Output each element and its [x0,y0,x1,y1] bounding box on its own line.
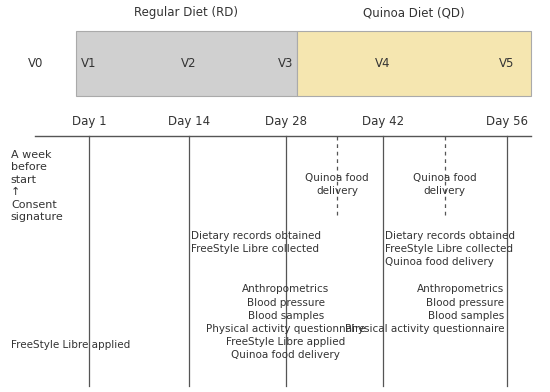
Text: A week
before
start
↑
Consent
signature: A week before start ↑ Consent signature [11,150,64,222]
Text: V5: V5 [499,57,514,70]
Bar [296,31,531,96]
Bar [75,31,296,96]
Text: Day 28: Day 28 [265,115,307,128]
Text: Anthropometrics
Blood pressure
Blood samples
Physical activity questionnaire
Fre: Anthropometrics Blood pressure Blood sam… [206,284,366,360]
Text: V0: V0 [28,57,43,70]
Text: Day 14: Day 14 [168,115,210,128]
Text: FreeStyle Libre applied: FreeStyle Libre applied [11,339,130,350]
Text: V4: V4 [375,57,390,70]
Text: Dietary records obtained
FreeStyle Libre collected: Dietary records obtained FreeStyle Libre… [191,230,321,254]
Text: Dietary records obtained
FreeStyle Libre collected
Quinoa food delivery: Dietary records obtained FreeStyle Libre… [386,230,515,267]
Text: V3: V3 [278,57,294,70]
Text: Day 1: Day 1 [72,115,106,128]
Text: V2: V2 [181,57,196,70]
Text: Quinoa food
delivery: Quinoa food delivery [305,173,369,196]
Text: Quinoa Diet (QD): Quinoa Diet (QD) [363,6,465,19]
Text: Day 42: Day 42 [362,115,404,128]
Text: Quinoa food
delivery: Quinoa food delivery [413,173,477,196]
Text: Regular Diet (RD): Regular Diet (RD) [134,6,238,19]
Text: Day 56: Day 56 [486,115,528,128]
Text: V1: V1 [81,57,97,70]
Text: Anthropometrics
Blood pressure
Blood samples
Physical activity questionnaire: Anthropometrics Blood pressure Blood sam… [344,284,504,334]
